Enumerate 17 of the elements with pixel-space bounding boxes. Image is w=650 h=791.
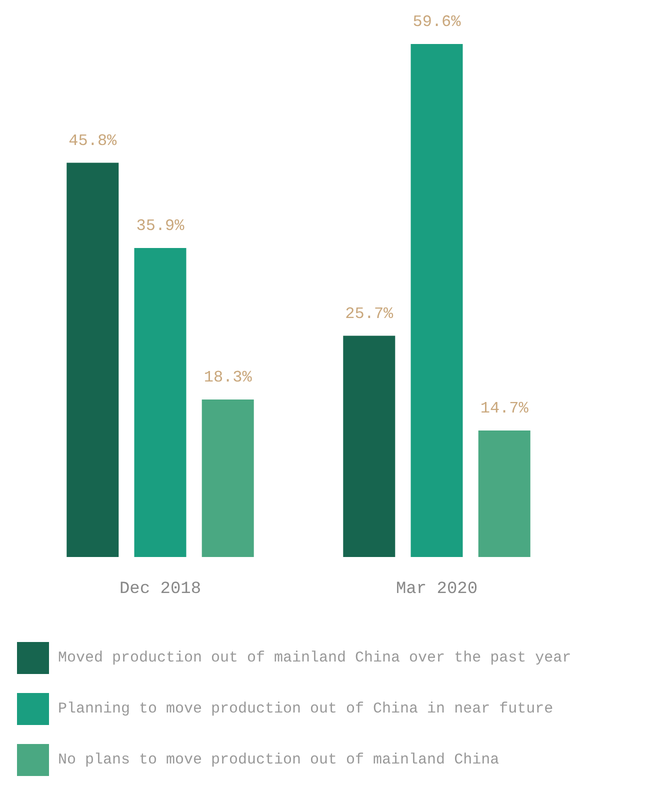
data-label: 35.9% bbox=[136, 216, 185, 235]
data-label: 14.7% bbox=[480, 399, 529, 418]
data-label: 45.8% bbox=[68, 132, 118, 150]
bar bbox=[202, 399, 254, 557]
x-tick-label: Mar 2020 bbox=[396, 580, 478, 599]
data-label: 25.7% bbox=[345, 304, 394, 323]
legend-label: Moved production out of mainland China over the past year bbox=[58, 650, 572, 666]
legend-label: No plans to move production out of mainland China bbox=[58, 752, 500, 768]
bar bbox=[134, 248, 186, 557]
bar bbox=[343, 336, 396, 557]
legend-label: Planning to move production out of China in near future bbox=[58, 700, 554, 718]
bar bbox=[478, 430, 530, 557]
bar bbox=[66, 162, 119, 557]
x-tick-label: Dec 2018 bbox=[119, 580, 202, 599]
bar bbox=[410, 44, 463, 557]
data-label: 59.6% bbox=[412, 13, 462, 31]
data-label: 18.3% bbox=[204, 368, 252, 386]
